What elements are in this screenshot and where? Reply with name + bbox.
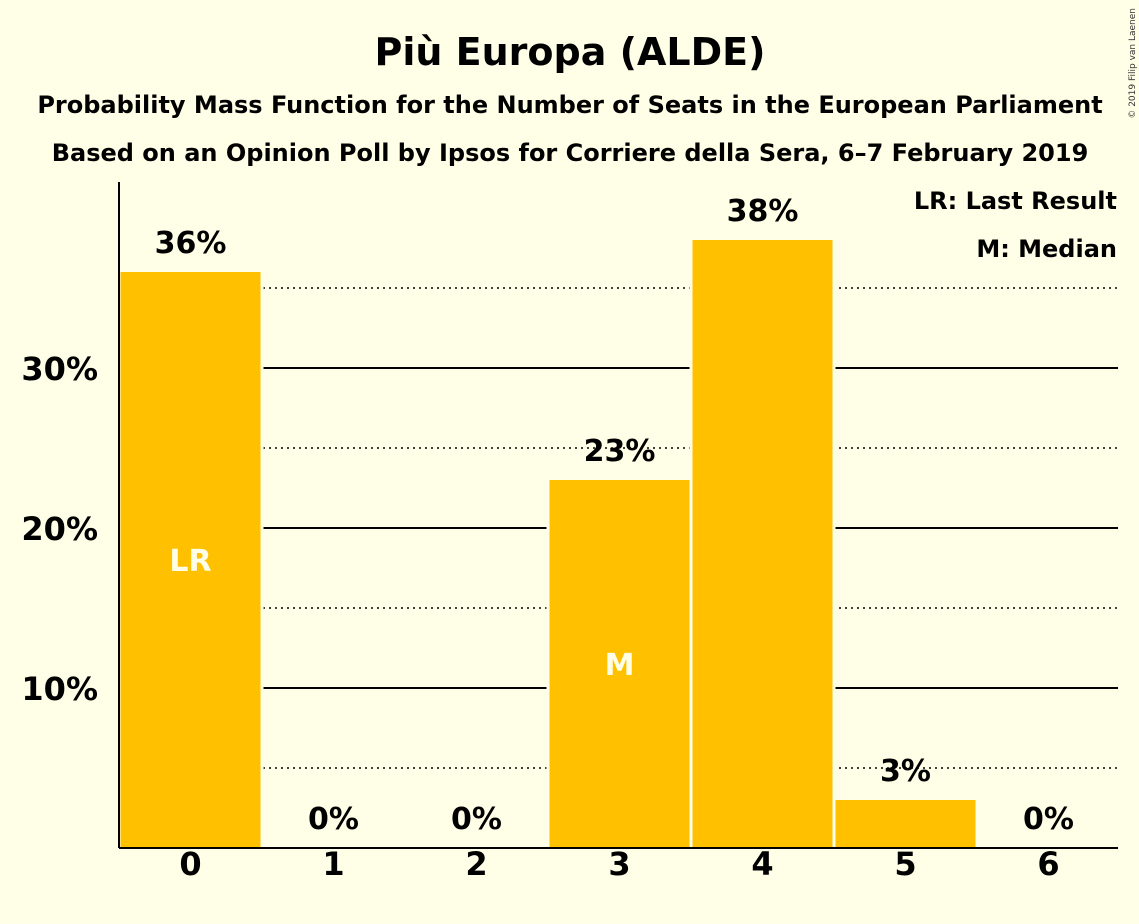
y-tick-label-30: 30%: [21, 350, 98, 388]
x-tick-label-3: 3: [608, 845, 630, 883]
bar-marker-m: M: [605, 648, 635, 683]
data-label-6: 0%: [1023, 802, 1074, 837]
bar-0: [120, 272, 261, 848]
bar-marker-lr: LR: [169, 544, 211, 579]
bars: [117, 239, 979, 848]
chart-subtitle-2: Based on an Opinion Poll by Ipsos for Co…: [52, 139, 1089, 167]
x-tick-label-5: 5: [894, 845, 916, 883]
chart-title: Più Europa (ALDE): [375, 30, 766, 74]
bar-5: [835, 800, 976, 848]
bar-4: [692, 240, 833, 848]
data-label-5: 3%: [880, 754, 931, 789]
y-tick-label-10: 10%: [21, 670, 98, 708]
x-tick-label-4: 4: [751, 845, 773, 883]
data-label-1: 0%: [308, 802, 359, 837]
x-tick-label-6: 6: [1037, 845, 1059, 883]
data-label-2: 0%: [451, 802, 502, 837]
copyright-text: © 2019 Filip van Laenen: [1128, 8, 1138, 119]
legend-median: M: Median: [976, 235, 1117, 263]
data-label-0: 36%: [155, 226, 227, 261]
data-label-4: 38%: [727, 194, 799, 229]
x-tick-label-1: 1: [322, 845, 344, 883]
bar-3: [549, 480, 690, 848]
data-label-3: 23%: [584, 434, 656, 469]
chart-subtitle: Probability Mass Function for the Number…: [37, 91, 1102, 119]
x-tick-label-0: 0: [179, 845, 201, 883]
y-tick-label-20: 20%: [21, 510, 98, 548]
legend-last-result: LR: Last Result: [914, 187, 1117, 215]
axes: 10% 20% 30% 0 1 2 3 4 5 6: [21, 182, 1118, 883]
x-tick-label-2: 2: [465, 845, 487, 883]
data-labels: 36% LR 0% 0% 23% M 38% 3% 0%: [155, 194, 1074, 837]
